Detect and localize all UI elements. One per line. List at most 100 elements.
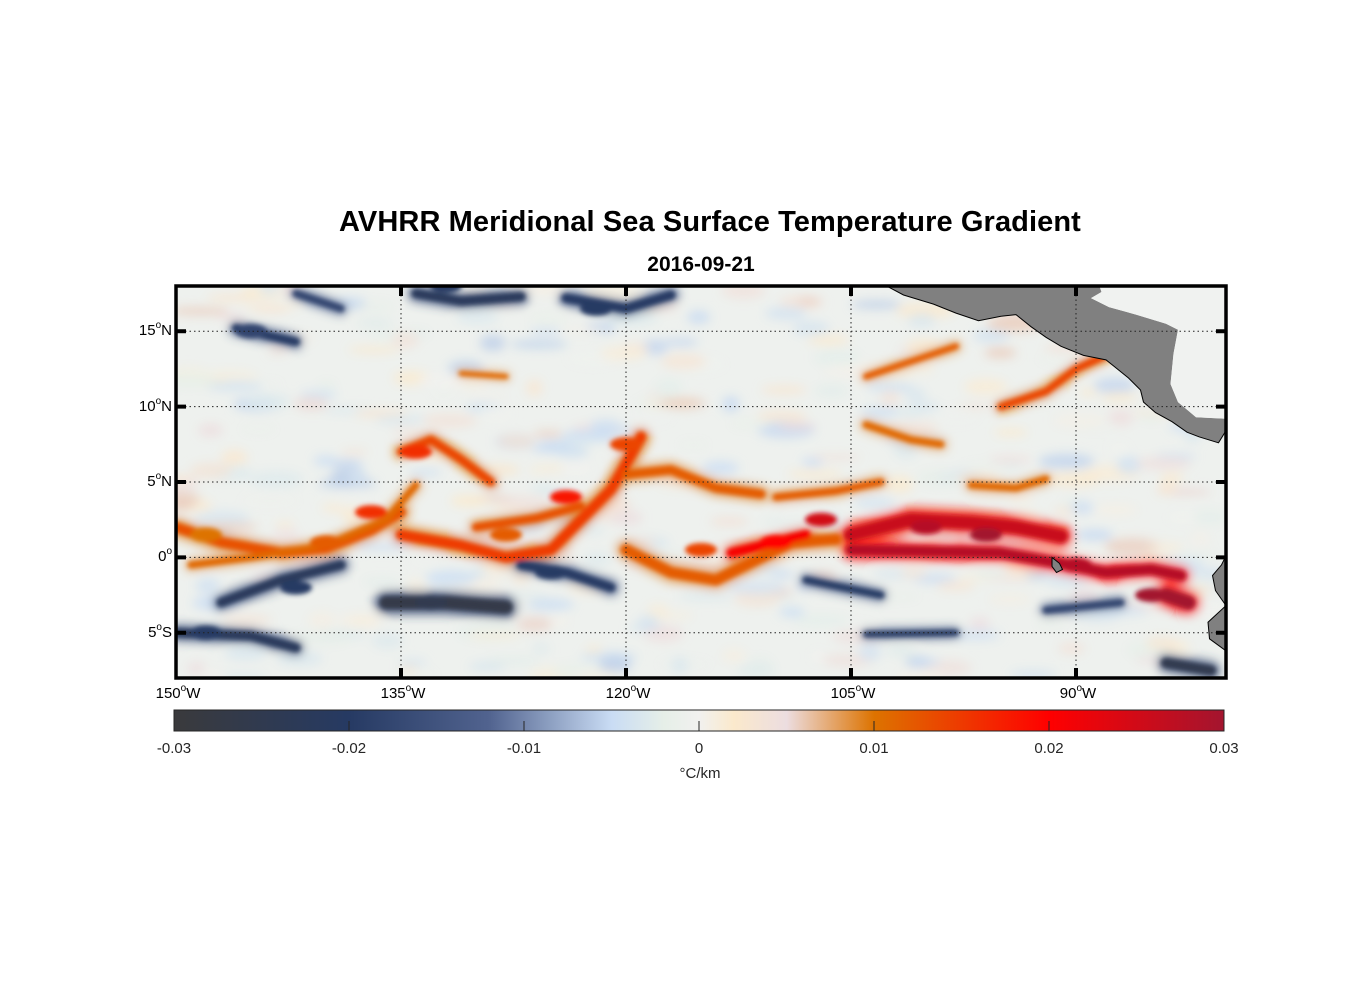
- field-texture: [276, 651, 323, 667]
- field-texture: [407, 556, 442, 568]
- field-texture: [761, 384, 807, 395]
- field-texture: [1076, 528, 1114, 542]
- field-texture: [633, 408, 674, 426]
- lat-tick-label: 10oN: [138, 395, 172, 415]
- field-texture: [224, 647, 267, 660]
- field-texture: [1079, 388, 1098, 396]
- field-texture: [655, 378, 683, 397]
- colorbar-tick-label: -0.02: [331, 740, 367, 757]
- field-texture: [1007, 492, 1035, 504]
- field-texture: [1046, 471, 1100, 488]
- colorbar-tick-label: 0.01: [859, 740, 889, 757]
- field-texture: [973, 569, 1007, 578]
- field-texture: [1052, 412, 1106, 429]
- colorbar-tick-label: -0.03: [156, 740, 192, 757]
- field-texture: [358, 300, 395, 313]
- field-texture: [1160, 472, 1184, 483]
- field-feature-point: [415, 595, 447, 610]
- field-streak-core: [472, 502, 585, 532]
- field-texture: [677, 592, 735, 601]
- field-texture: [1190, 530, 1210, 547]
- field-texture: [1147, 543, 1184, 551]
- field-texture: [558, 461, 594, 476]
- field-texture: [335, 492, 369, 509]
- field-texture: [189, 462, 232, 479]
- field-texture: [293, 396, 329, 411]
- field-feature-point: [580, 301, 612, 316]
- field-texture: [539, 464, 565, 473]
- field-feature-point: [805, 512, 837, 527]
- field-texture: [391, 332, 419, 349]
- field-texture: [797, 297, 820, 306]
- sst-gradient-field: [176, 286, 1226, 678]
- field-texture: [531, 483, 553, 495]
- figure-subtitle: 2016-09-21: [647, 253, 755, 276]
- field-streak-core: [772, 478, 885, 501]
- field-feature-point: [190, 527, 222, 542]
- field-streak-core: [292, 290, 345, 313]
- field-texture: [730, 418, 771, 429]
- field-texture: [292, 630, 351, 645]
- field-texture: [642, 339, 668, 356]
- lat-tick-label: 15oN: [138, 320, 172, 340]
- field-texture: [810, 454, 861, 461]
- field-texture: [248, 470, 305, 488]
- field-texture: [1116, 456, 1142, 474]
- field-texture: [911, 658, 942, 666]
- field-feature-point: [310, 535, 342, 550]
- field-feature-point: [235, 324, 267, 339]
- field-texture: [1100, 392, 1137, 402]
- field-texture: [194, 510, 250, 526]
- field-texture: [1093, 377, 1136, 394]
- field-texture: [456, 310, 499, 325]
- colorbar-tick-label: 0: [694, 740, 704, 757]
- field-texture: [884, 646, 907, 656]
- field-texture: [722, 648, 746, 663]
- land-mass: [885, 286, 1226, 652]
- field-texture: [1037, 356, 1084, 364]
- field-texture: [362, 578, 402, 586]
- field-texture: [176, 306, 229, 316]
- south-america: [1207, 555, 1226, 652]
- field-texture: [222, 614, 272, 625]
- field-texture: [347, 617, 379, 625]
- field-texture: [905, 387, 927, 403]
- field-texture: [429, 387, 458, 400]
- field-texture: [721, 395, 740, 413]
- field-streak-core: [863, 343, 959, 380]
- field-texture: [777, 421, 816, 430]
- field-texture: [885, 475, 914, 493]
- field-texture: [240, 494, 300, 508]
- field-streak-core: [997, 351, 1110, 411]
- field-texture: [348, 466, 367, 485]
- field-texture: [969, 616, 990, 632]
- field-texture: [813, 349, 860, 366]
- field-texture: [561, 326, 605, 334]
- field-feature-point: [910, 520, 942, 535]
- field-feature-point: [490, 527, 522, 542]
- colorbar-tick-label: 0.03: [1209, 740, 1239, 757]
- field-texture: [880, 390, 900, 407]
- field-texture: [858, 643, 881, 661]
- field-texture: [341, 448, 369, 456]
- field-texture: [866, 381, 914, 393]
- field-texture: [195, 578, 221, 594]
- field-texture: [809, 649, 826, 664]
- field-texture: [1136, 456, 1192, 471]
- field-texture: [356, 317, 394, 329]
- field-texture: [1066, 542, 1109, 561]
- field-texture: [709, 515, 749, 528]
- field-texture: [510, 339, 568, 349]
- lon-tick-label: 135oW: [380, 683, 426, 702]
- field-texture: [245, 393, 292, 410]
- field-texture: [318, 478, 377, 489]
- field-texture: [598, 655, 632, 673]
- field-streak-core: [620, 533, 842, 586]
- field-streak-core: [1159, 588, 1196, 610]
- field-texture: [663, 338, 699, 347]
- field-streak-core: [1042, 599, 1125, 614]
- field-feature-point: [685, 542, 717, 557]
- field-texture: [726, 580, 786, 594]
- field-texture: [561, 429, 616, 443]
